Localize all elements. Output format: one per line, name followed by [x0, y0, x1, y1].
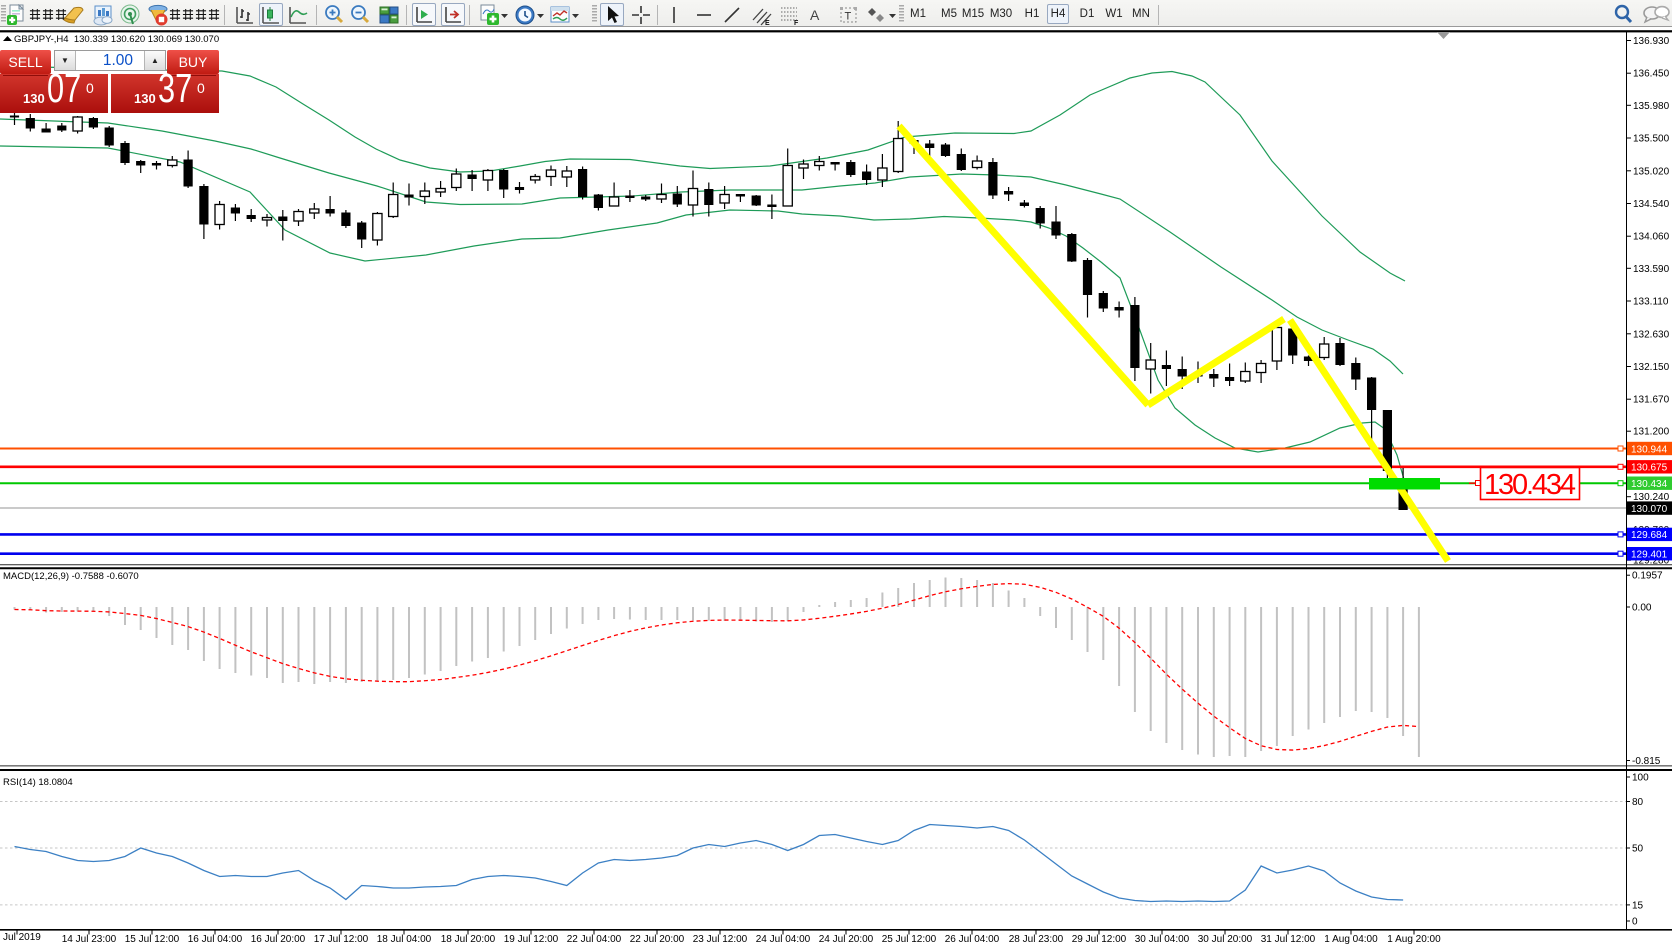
- svg-text:133.110: 133.110: [1633, 297, 1669, 308]
- svg-text:136.930: 136.930: [1633, 36, 1670, 47]
- svg-text:130.070: 130.070: [1631, 504, 1668, 515]
- svg-text:31 Jul 12:00: 31 Jul 12:00: [1261, 934, 1316, 945]
- svg-text:129.684: 129.684: [1631, 530, 1668, 541]
- svg-text:16 Jul 20:00: 16 Jul 20:00: [251, 934, 306, 945]
- svg-text:131.200: 131.200: [1633, 427, 1670, 438]
- svg-text:-0.815: -0.815: [1632, 756, 1661, 767]
- svg-text:19 Jul 12:00: 19 Jul 12:00: [504, 934, 559, 945]
- svg-text:30 Jul 04:00: 30 Jul 04:00: [1135, 934, 1190, 945]
- svg-text:130.434: 130.434: [1484, 469, 1576, 501]
- svg-text:130.434: 130.434: [1631, 479, 1668, 490]
- svg-text:134.060: 134.060: [1633, 232, 1670, 243]
- svg-text:133.590: 133.590: [1633, 264, 1670, 275]
- svg-text:132.150: 132.150: [1633, 362, 1670, 373]
- svg-text:0: 0: [1632, 917, 1638, 928]
- svg-text:23 Jul 12:00: 23 Jul 12:00: [693, 934, 748, 945]
- svg-text:100: 100: [1632, 773, 1649, 784]
- svg-text:130.944: 130.944: [1631, 444, 1668, 455]
- svg-text:GBPJPY-,H4 130.339 130.620 13: GBPJPY-,H4 130.339 130.620 130.069 130.0…: [14, 34, 219, 45]
- svg-text:28 Jul 23:00: 28 Jul 23:00: [1009, 934, 1064, 945]
- svg-text:RSI(14) 18.0804: RSI(14) 18.0804: [3, 777, 73, 788]
- svg-text:F: F: [794, 20, 799, 26]
- svg-text:16 Jul 04:00: 16 Jul 04:00: [188, 934, 243, 945]
- svg-text:15 Jul 12:00: 15 Jul 12:00: [125, 934, 180, 945]
- svg-text:0.1957: 0.1957: [1632, 571, 1663, 582]
- svg-text:29 Jul 12:00: 29 Jul 12:00: [1072, 934, 1127, 945]
- svg-text:1 Aug 20:00: 1 Aug 20:00: [1387, 934, 1441, 945]
- svg-text:T: T: [845, 10, 852, 22]
- svg-text:132.630: 132.630: [1633, 329, 1670, 340]
- svg-text:17 Jul 12:00: 17 Jul 12:00: [314, 934, 369, 945]
- svg-text:135.020: 135.020: [1633, 166, 1670, 177]
- svg-text:135.980: 135.980: [1633, 101, 1670, 112]
- svg-text:80: 80: [1632, 797, 1644, 808]
- svg-text:0.00: 0.00: [1632, 603, 1652, 614]
- svg-text:MACD(12,26,9) -0.7588 -0.6070: MACD(12,26,9) -0.7588 -0.6070: [3, 571, 139, 582]
- svg-text:12 Jul 2019: 12 Jul 2019: [0, 932, 41, 943]
- svg-text:135.500: 135.500: [1633, 134, 1670, 145]
- svg-text:18 Jul 20:00: 18 Jul 20:00: [441, 934, 496, 945]
- svg-text:E: E: [765, 20, 770, 26]
- svg-text:14 Jul 23:00: 14 Jul 23:00: [62, 934, 117, 945]
- svg-text:131.670: 131.670: [1633, 395, 1670, 406]
- svg-text:129.401: 129.401: [1631, 550, 1668, 561]
- svg-text:A: A: [810, 7, 820, 23]
- svg-text:1 Aug 04:00: 1 Aug 04:00: [1324, 934, 1378, 945]
- svg-text:50: 50: [1632, 844, 1644, 855]
- svg-text:134.540: 134.540: [1633, 199, 1670, 210]
- svg-text:25 Jul 12:00: 25 Jul 12:00: [882, 934, 937, 945]
- svg-text:24 Jul 04:00: 24 Jul 04:00: [756, 934, 811, 945]
- svg-text:130.675: 130.675: [1631, 463, 1668, 474]
- svg-text:15: 15: [1632, 900, 1644, 911]
- svg-text:30 Jul 20:00: 30 Jul 20:00: [1198, 934, 1253, 945]
- svg-text:130.240: 130.240: [1633, 492, 1670, 503]
- svg-text:18 Jul 04:00: 18 Jul 04:00: [377, 934, 432, 945]
- svg-text:129.280: 129.280: [1633, 556, 1670, 567]
- svg-text:26 Jul 04:00: 26 Jul 04:00: [945, 934, 1000, 945]
- svg-text:22 Jul 04:00: 22 Jul 04:00: [567, 934, 622, 945]
- svg-text:136.450: 136.450: [1633, 69, 1670, 80]
- svg-text:22 Jul 20:00: 22 Jul 20:00: [630, 934, 685, 945]
- svg-text:24 Jul 20:00: 24 Jul 20:00: [819, 934, 874, 945]
